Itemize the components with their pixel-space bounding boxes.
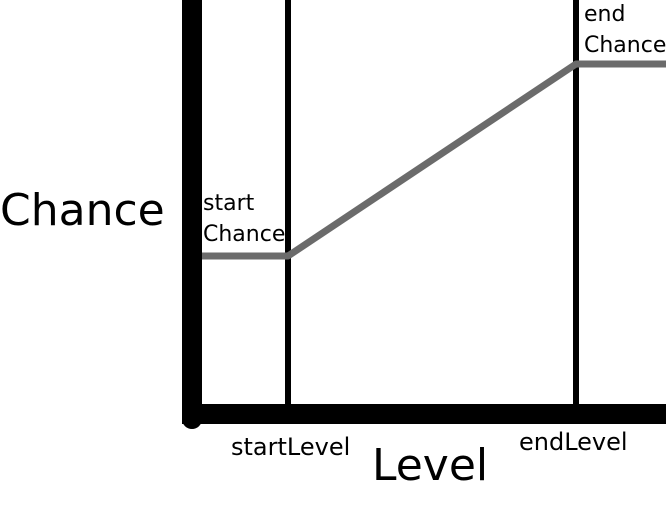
start-level-label: startLevel	[231, 433, 351, 461]
start-chance-line-1: start	[203, 191, 255, 216]
end-chance-label: end Chance	[584, 0, 666, 61]
chance-curve	[202, 60, 666, 260]
end-level-label: endLevel	[519, 428, 628, 456]
start-chance-label: start Chance	[203, 188, 285, 250]
end-chance-line-1: end	[584, 2, 626, 27]
x-axis-label: Level	[372, 440, 489, 491]
y-axis-label: Chance	[0, 185, 165, 236]
start-chance-line-2: Chance	[203, 222, 286, 247]
end-chance-line-2: Chance	[584, 33, 666, 58]
